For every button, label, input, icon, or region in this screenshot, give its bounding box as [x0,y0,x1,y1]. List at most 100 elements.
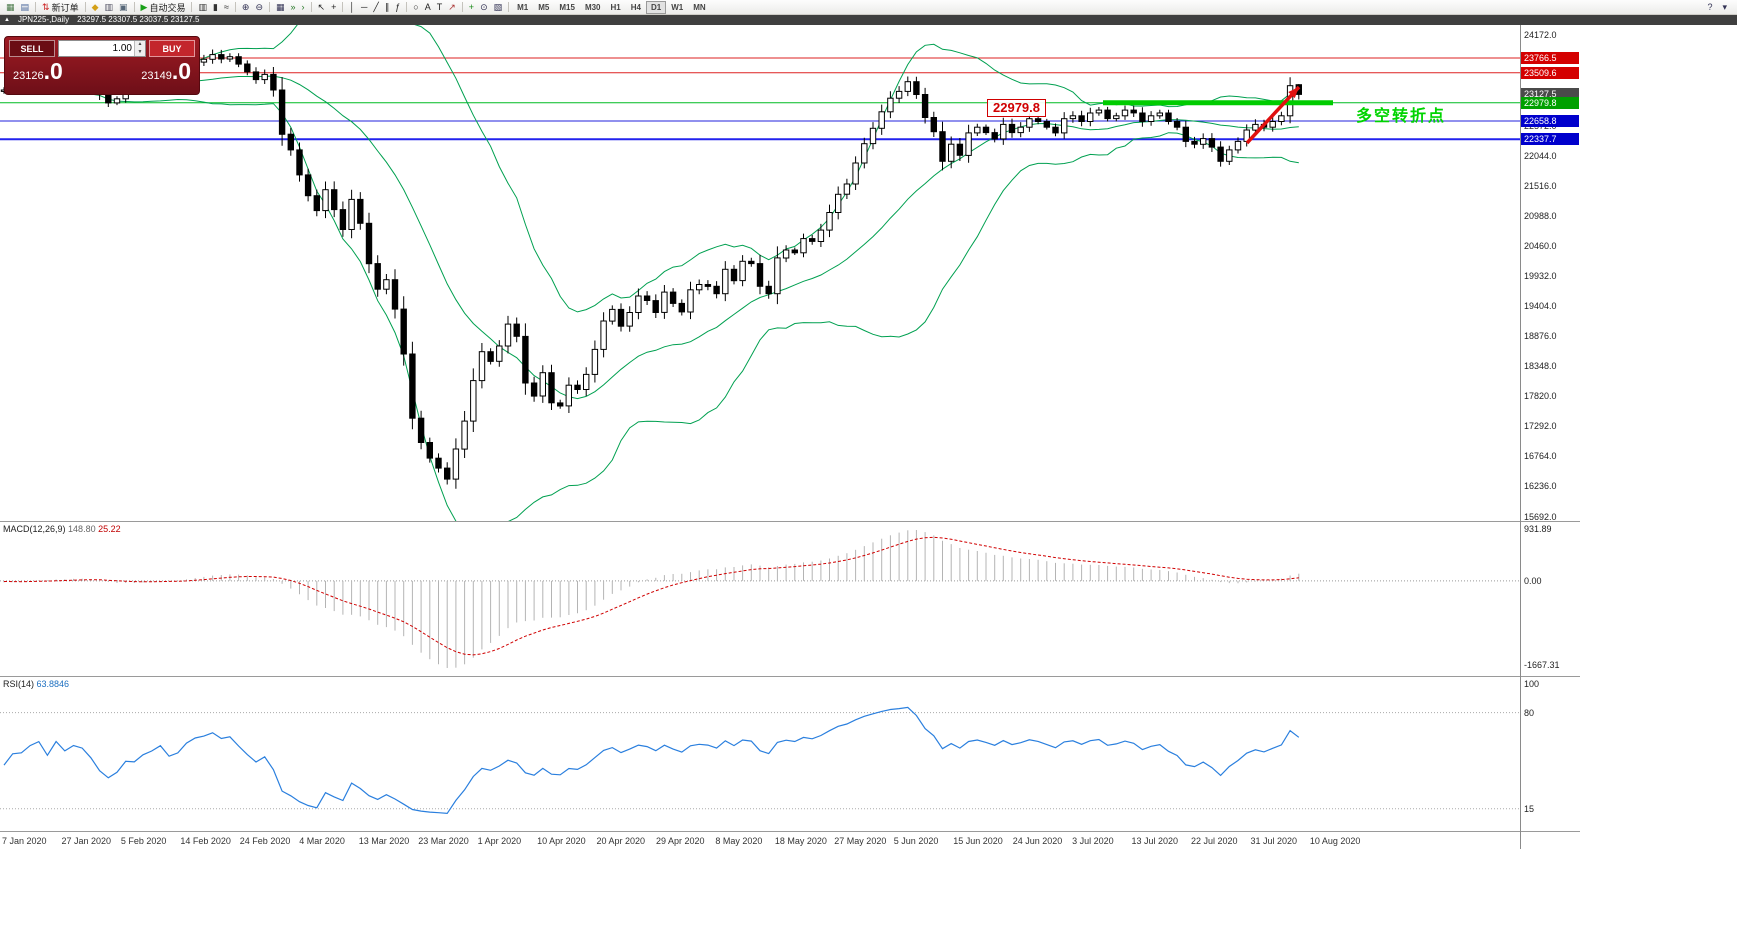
turning-point-note[interactable]: 多空转折点 [1356,108,1447,125]
cursor-icon[interactable]: ↖ [317,1,326,12]
up-candles [0,54,1294,480]
templates-icon[interactable]: ▧ [493,1,503,12]
macd-signal-line [3,536,1299,656]
date-label: 8 May 2020 [715,836,763,846]
price-scale-label: 21516.0 [1524,181,1557,191]
macd-scale-label: 0.00 [1524,575,1542,586]
bars-icon[interactable]: ▥ [198,1,207,12]
chart-shift-icon[interactable]: › [301,1,305,12]
up-arrow-head[interactable] [1288,87,1299,99]
date-label: 3 Jul 2020 [1072,836,1114,846]
data-window-icon[interactable]: ▥ [104,1,114,12]
date-label: 10 Apr 2020 [537,836,586,846]
date-label: 22 Jul 2020 [1191,836,1238,846]
market-watch-icon[interactable]: ◆ [91,1,99,12]
label-icon[interactable]: T [436,1,443,12]
buy-price[interactable]: 23149.0 [141,58,191,84]
macd-scale-label: -1667.31 [1524,660,1560,670]
collapse-icon[interactable]: ▲ [4,17,10,23]
volume-up-icon[interactable]: ▲ [135,41,145,49]
volume-input[interactable] [59,41,134,56]
price-callout[interactable]: 22979.8 [987,99,1046,117]
date-label: 5 Jun 2020 [893,836,939,846]
new-chart-icon[interactable]: ▦ [6,1,15,12]
price-scale-label: 15692.0 [1524,512,1557,522]
down-candles [44,54,1302,480]
toolbar-separator [133,2,135,12]
sell-button[interactable]: SELL [9,40,55,57]
help-icon[interactable]: ? [1707,1,1713,12]
price-scale-label: 18348.0 [1524,361,1557,371]
price-badge: 23766.5 [1521,52,1579,64]
auto-scroll-icon[interactable]: » [290,1,296,12]
trendline-icon[interactable]: ╱ [373,1,379,12]
date-label: 24 Jun 2020 [1012,836,1063,846]
date-label: 4 Mar 2020 [299,836,345,846]
timeframe-M5[interactable]: M5 [538,2,550,12]
macd-histogram [3,530,1300,668]
price-scale-label: 22044.0 [1524,151,1557,161]
price-badge: 23509.6 [1521,66,1579,79]
rsi-indicator-panel[interactable] [0,676,1580,831]
autotrading-icon[interactable]: ▶ 自动交易 [140,1,186,13]
price-axis[interactable]: 24172.022572.022044.021516.020988.020460… [1521,0,1591,860]
date-label: 29 Apr 2020 [656,836,705,846]
sell-price[interactable]: 23126.0 [13,58,63,84]
zoom-out-icon[interactable]: ⊖ [255,1,263,12]
arrows-tool-icon[interactable]: ↗ [448,1,456,12]
line-chart-icon[interactable]: ≈ [223,1,229,12]
tile-windows-icon[interactable]: ▦ [276,1,285,12]
fibonacci-icon[interactable]: ƒ [395,1,401,12]
window-list-icon[interactable]: ▾ [1722,1,1727,12]
date-label: 15 Jun 2020 [953,836,1003,846]
chart-symbol-label: JPN225-,Daily [17,15,70,24]
date-axis-separator [0,831,1580,832]
macd-scale-label: 931.89 [1524,524,1552,534]
text-icon[interactable]: A [424,1,431,12]
zoom-in-icon[interactable]: ⊕ [241,1,250,12]
channel-icon[interactable]: ∥ [384,1,390,12]
candlestick-icon[interactable]: ▮ [213,1,218,12]
macd-panel-separator[interactable] [0,521,1580,522]
new-order-icon[interactable]: ⇅ 新订单 [42,1,79,13]
toolbar-separator [342,2,344,12]
price-badge: 22979.8 [1521,96,1579,109]
rsi-line [3,706,1300,815]
periods-icon[interactable]: ⊙ [480,1,488,12]
macd-indicator-panel[interactable] [0,521,1580,676]
navigator-icon[interactable]: ▣ [119,1,128,12]
timeframe-M30[interactable]: M30 [584,2,601,12]
chart-titlebar[interactable]: ▲ JPN225-,Daily 23297.5 23307.5 23037.5 … [0,15,1737,25]
profiles-icon[interactable]: ▤ [20,1,30,12]
timeframe-W1[interactable]: W1 [671,2,684,12]
timeframe-MN[interactable]: MN [693,2,706,12]
rsi-scale-label: 15 [1524,803,1535,814]
timeframe-M15[interactable]: M15 [559,2,575,12]
date-label: 13 Mar 2020 [358,836,410,846]
rsi-panel-separator[interactable] [0,676,1580,677]
horizontal-line-icon[interactable]: ─ [360,1,368,12]
price-scale-label: 16764.0 [1524,451,1557,462]
bollinger-lower-band [3,91,1299,521]
one-click-trading-panel: SELL ▲ ▼ BUY 23126.0 23149.0 [4,36,200,95]
vertical-line-icon[interactable]: │ [349,1,355,12]
main-price-chart[interactable] [0,25,1580,521]
main-toolbar: ▦ ▤ ⇅ 新订单 ◆ ▥ ▣ ▶ 自动交易 ▥ ▮ ≈ ⊕ ⊖ ▦ » › ↖ + │ ─ ╱ ∥ ƒ ○ A T ↗ + ⊙ ▧ M1 M5… [0,0,1737,15]
price-scale-label: 19404.0 [1524,301,1557,311]
timeframe-M1[interactable]: M1 [517,2,529,12]
ellipse-icon[interactable]: ○ [413,1,419,12]
toolbar-separator [508,2,510,12]
timeframe-D1[interactable]: D1 [645,0,667,14]
indicators-icon[interactable]: + [468,1,475,12]
date-label: 20 Apr 2020 [596,836,646,846]
crosshair-icon[interactable]: + [331,1,337,12]
toolbar-separator [461,2,463,12]
timeframe-H1[interactable]: H1 [610,2,621,12]
volume-down-icon[interactable]: ▼ [135,48,145,56]
timeframe-H4[interactable]: H4 [630,2,641,12]
date-label: 7 Jan 2020 [2,836,47,846]
up-arrow[interactable] [1245,85,1301,145]
bollinger-middle-band [3,75,1299,400]
buy-button[interactable]: BUY [149,40,195,57]
